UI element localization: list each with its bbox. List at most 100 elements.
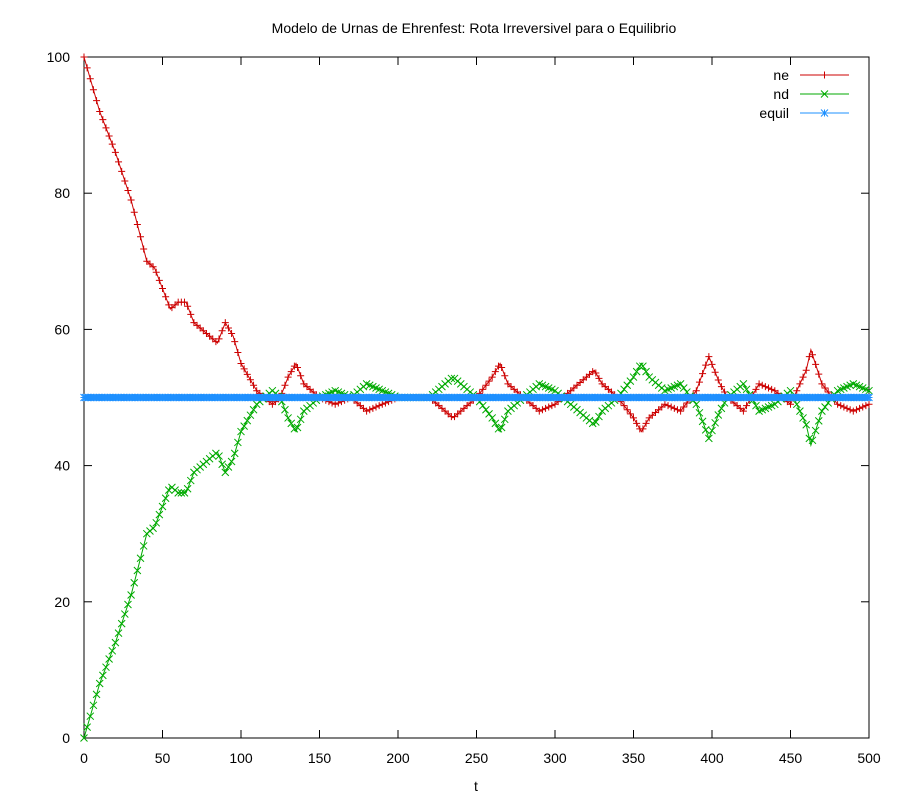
series-ne-point	[793, 387, 801, 395]
series-nd-point	[595, 412, 603, 421]
series-ne-point	[218, 327, 226, 335]
series-ne	[80, 53, 873, 433]
series-nd-point	[139, 542, 148, 550]
series-ne-point	[83, 64, 91, 72]
x-tick-label: 350	[622, 750, 646, 766]
series-ne-point	[115, 158, 123, 166]
series-ne-point	[485, 377, 493, 385]
series-ne-point	[162, 293, 170, 301]
series-ne-point	[840, 403, 848, 411]
series-nd-point	[183, 484, 192, 493]
series-ne-point	[799, 373, 807, 381]
series-nd-point	[130, 578, 139, 587]
series-nd-point	[632, 367, 641, 376]
series-nd-point	[287, 419, 296, 428]
series-ne-point	[187, 310, 195, 318]
series-ne-point	[479, 385, 487, 393]
series-ne-point	[743, 402, 751, 410]
series-ne-point	[482, 381, 490, 389]
series-nd-point	[102, 663, 110, 672]
series-ne-point	[240, 365, 248, 373]
series-equil-point	[865, 393, 873, 402]
series-ne-point	[805, 353, 813, 361]
series-nd-point	[695, 408, 704, 417]
series-nd-point	[124, 600, 132, 609]
series-ne-point	[184, 302, 192, 310]
series-ne-point	[498, 364, 506, 372]
series-ne-point	[491, 368, 499, 376]
series-nd-point	[717, 404, 726, 413]
series-nd-point	[158, 502, 167, 511]
legend-label-equil: equil	[759, 105, 789, 121]
series-ne-point	[717, 383, 725, 391]
series-nd-point	[824, 399, 833, 407]
series-ne-point	[121, 177, 129, 185]
series-nd-point	[281, 405, 289, 414]
x-tick-label: 50	[155, 750, 171, 766]
series-ne-line	[83, 56, 870, 433]
series-ne-point	[108, 140, 116, 148]
series-ne-point	[768, 385, 776, 393]
series-nd-point	[485, 409, 493, 418]
y-tick-label: 20	[54, 594, 70, 610]
series-nd-point	[635, 362, 644, 371]
series-ne-point	[677, 407, 685, 415]
series-nd-point	[698, 417, 707, 426]
series-nd-point	[802, 420, 811, 429]
series-ne-point	[865, 400, 873, 408]
series-nd-point	[136, 554, 145, 563]
series-nd-point	[127, 591, 135, 599]
series-nd-point	[711, 418, 719, 427]
series-ne-point	[548, 402, 556, 410]
series-ne-point	[96, 107, 104, 115]
series-ne-point	[180, 298, 188, 306]
series-ne-point	[363, 407, 371, 415]
series-ne-point	[802, 366, 810, 374]
series-ne-point	[708, 360, 716, 368]
series-layer	[80, 53, 873, 742]
series-ne-point	[535, 407, 543, 415]
series-ne-point	[639, 425, 647, 433]
series-ne-point	[246, 376, 254, 384]
series-nd-point	[221, 468, 230, 477]
series-nd-point	[108, 646, 117, 655]
series-ne-point	[231, 338, 239, 346]
series-nd-point	[497, 423, 506, 432]
series-ne-point	[812, 360, 820, 368]
x-tick-label: 400	[700, 750, 724, 766]
y-tick-label: 100	[47, 49, 71, 65]
series-ne-point	[545, 403, 553, 411]
series-nd-point	[642, 367, 650, 376]
series-nd-point	[491, 419, 500, 428]
legend-marker-equil	[820, 109, 829, 117]
series-ne-point	[837, 402, 845, 410]
series-nd-point	[293, 423, 302, 432]
series-nd-point	[752, 401, 760, 410]
series-nd-point	[155, 510, 164, 519]
series-nd-point	[629, 373, 638, 381]
series-ne-point	[294, 364, 302, 372]
series-nd-point	[117, 619, 126, 628]
series-ne-point	[761, 383, 769, 391]
series-nd-point	[792, 400, 801, 409]
series-ne-point	[130, 208, 138, 216]
y-tick-label: 80	[54, 185, 70, 201]
series-ne-point	[234, 349, 242, 357]
series-ne-point	[488, 373, 496, 381]
series-nd-point	[488, 414, 497, 422]
series-ne-point	[739, 407, 747, 415]
series-ne-point	[633, 419, 641, 427]
legend-marker-ne	[821, 71, 828, 79]
legend: ne nd equil	[759, 67, 849, 121]
series-ne-point	[843, 404, 851, 412]
series-ne-point	[221, 319, 229, 327]
legend-label-nd: nd	[773, 86, 789, 102]
series-nd-point	[705, 434, 713, 443]
series-nd-point	[720, 399, 729, 407]
series-ne-point	[111, 148, 119, 156]
series-nd-point	[89, 701, 98, 710]
x-tick-label: 500	[857, 750, 881, 766]
x-tick-label: 200	[386, 750, 410, 766]
